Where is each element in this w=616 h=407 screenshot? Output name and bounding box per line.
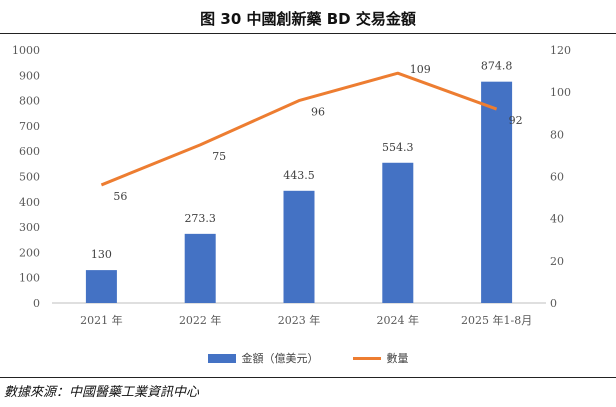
x-tick-label: 2024 年	[377, 313, 420, 327]
bar-data-label: 554.3	[382, 141, 414, 154]
bar-data-label: 443.5	[283, 169, 315, 182]
y-left-tick-label: 400	[19, 196, 40, 209]
legend: 金額（億美元） 數量	[0, 350, 616, 366]
y-left-tick-label: 500	[19, 171, 40, 184]
bar	[382, 162, 414, 303]
bar-data-label: 273.3	[184, 212, 216, 225]
y-left-tick-label: 700	[19, 120, 40, 133]
bar	[283, 190, 315, 303]
legend-label-count: 數量	[386, 352, 409, 365]
legend-item-count: 數量	[352, 350, 409, 366]
y-left-tick-label: 300	[19, 221, 40, 234]
bar-data-label: 130	[91, 248, 112, 261]
y-left-tick-label: 200	[19, 246, 40, 259]
legend-item-amount: 金額（億美元）	[207, 350, 319, 366]
y-left-tick-label: 0	[33, 297, 40, 310]
y-right-tick-label: 80	[550, 128, 564, 141]
line-data-label: 96	[311, 106, 325, 119]
chart-title: 图 30 中國創新藥 BD 交易金額	[200, 10, 416, 28]
y-left-tick-label: 1000	[12, 44, 40, 57]
legend-swatch-line	[352, 356, 381, 360]
line-data-label: 56	[113, 190, 127, 203]
title-rule	[0, 33, 616, 34]
y-right-tick-label: 20	[550, 255, 564, 268]
y-left-tick-label: 800	[19, 95, 40, 108]
x-tick-label: 2025 年1-8月	[461, 313, 532, 327]
bar-data-label: 874.8	[481, 60, 513, 73]
x-tick-label: 2021 年	[80, 313, 123, 327]
x-tick-label: 2023 年	[278, 313, 321, 327]
line-data-label: 75	[212, 150, 226, 163]
y-right-tick-label: 120	[550, 44, 571, 57]
legend-swatch-bar	[207, 353, 236, 363]
line-data-label: 109	[410, 63, 431, 76]
series-line-count	[100, 71, 498, 187]
y-right-tick-label: 40	[550, 213, 564, 226]
y-left-tick-label: 900	[19, 69, 40, 82]
y-right-tick-label: 0	[550, 297, 557, 310]
bar	[85, 270, 117, 303]
y-right-tick-label: 60	[550, 171, 564, 184]
bar	[481, 81, 513, 303]
line-data-label: 92	[509, 114, 523, 127]
y-left-tick-label: 600	[19, 145, 40, 158]
bar	[184, 233, 216, 303]
x-tick-label: 2022 年	[179, 313, 222, 327]
y-left-tick-label: 100	[19, 272, 40, 285]
y-right-tick-label: 100	[550, 86, 571, 99]
legend-label-amount: 金額（億美元）	[241, 352, 319, 365]
footer-rule	[0, 377, 616, 378]
bd-deal-chart: 0 100 200 300 400 500 600 700 800 900 1000 0 20 40 60 8…	[12, 44, 571, 327]
source-note: 數據來源：中國醫藥工業資訊中心	[4, 385, 200, 400]
